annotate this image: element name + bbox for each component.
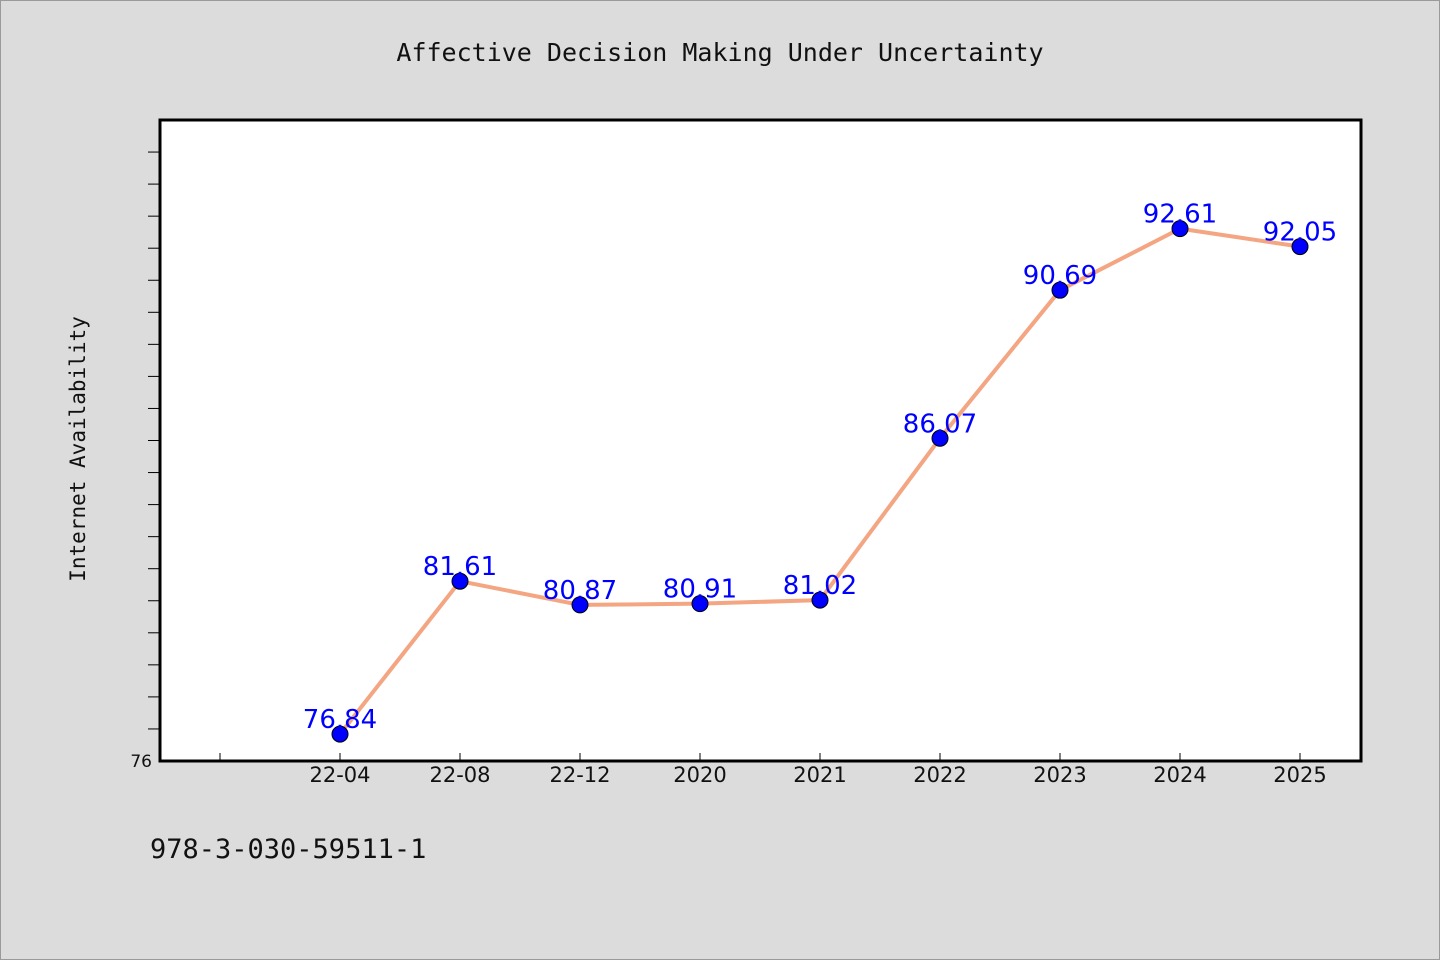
data-label: 80.91 xyxy=(663,575,737,605)
data-labels: 76.84 81.61 80.87 80.91 81.02 86.07 90.69 92.61… xyxy=(303,200,1337,735)
data-point xyxy=(1051,281,1069,299)
x-tick-label: 2020 xyxy=(673,763,726,787)
x-axis-ticks: 22-04 22-08 22-12 2020 2021 2022 2023 2024 2025 xyxy=(219,753,1327,787)
x-tick-label: 2025 xyxy=(1273,763,1326,787)
chart-title: Affective Decision Making Under Uncertai… xyxy=(396,38,1043,67)
data-label: 92.05 xyxy=(1263,218,1337,248)
data-label: 80.87 xyxy=(543,576,617,606)
data-label: 90.69 xyxy=(1023,261,1097,291)
x-tick-label: 2024 xyxy=(1153,763,1206,787)
x-tick-label: 22-08 xyxy=(429,763,490,787)
data-label: 86.07 xyxy=(903,409,977,439)
data-point xyxy=(1291,238,1309,256)
data-point xyxy=(331,725,349,743)
x-tick-label: 2021 xyxy=(793,763,846,787)
data-point xyxy=(811,591,829,609)
y-axis-label: Internet Availability xyxy=(66,316,90,582)
y-tick-label: 76 xyxy=(130,752,152,772)
footer-id: 978-3-030-59511-1 xyxy=(150,834,427,865)
data-label: 81.02 xyxy=(783,571,857,601)
x-tick-label: 22-12 xyxy=(549,763,610,787)
data-point xyxy=(931,429,949,447)
y-axis-ticks: 76 xyxy=(130,151,160,772)
data-point xyxy=(691,595,709,613)
plot-area xyxy=(158,118,1363,763)
x-tick-label: 2022 xyxy=(913,763,966,787)
data-point xyxy=(451,572,469,590)
x-tick-label: 2023 xyxy=(1033,763,1086,787)
x-tick-label: 22-04 xyxy=(309,763,370,787)
series-line-group xyxy=(331,220,1309,743)
data-label: 81.61 xyxy=(423,552,497,582)
data-label: 76.84 xyxy=(303,705,377,735)
data-point xyxy=(1171,220,1189,238)
data-point xyxy=(571,596,589,614)
data-label: 92.61 xyxy=(1143,200,1217,230)
